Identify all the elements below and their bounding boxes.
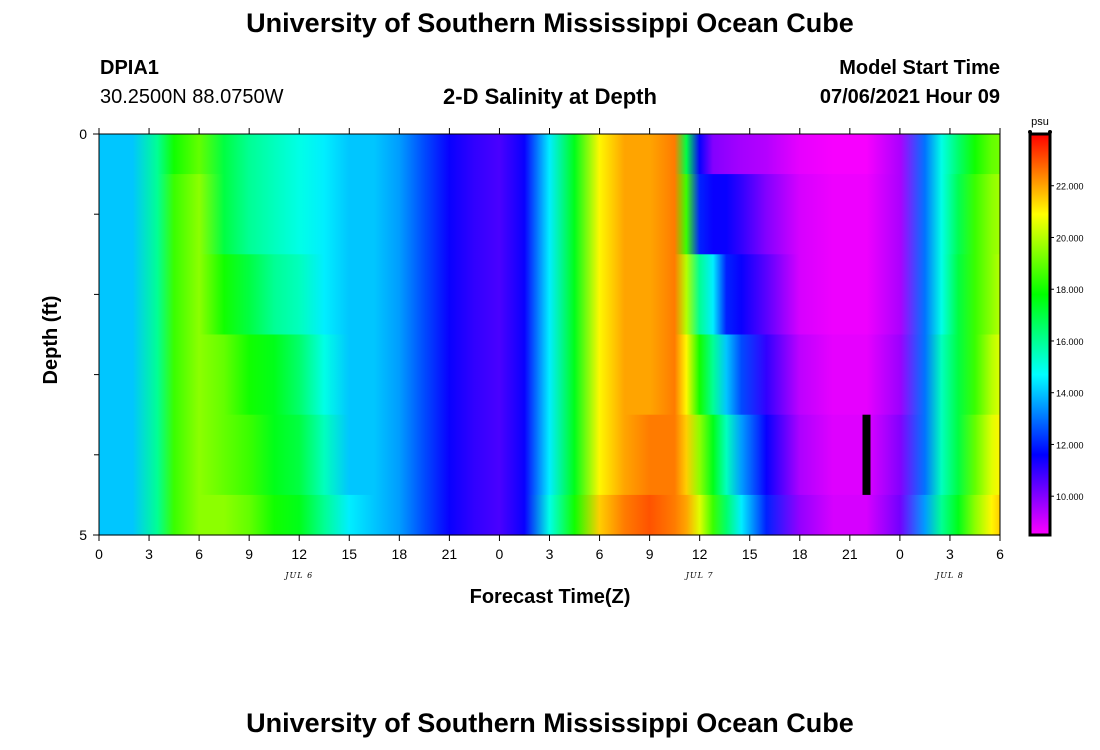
marker-bar — [862, 414, 871, 495]
station-id: DPIA1 — [100, 57, 159, 79]
colorbar-tick-label: 12.000 — [1056, 440, 1084, 450]
depth-layer-6 — [99, 494, 1000, 536]
depth-layer-5 — [99, 414, 1000, 496]
colorbar-unit: psu — [1031, 116, 1049, 128]
x-tick-label: 3 — [145, 546, 153, 562]
x-tick-label: 0 — [95, 546, 103, 562]
y-tick-label: 5 — [79, 527, 87, 543]
y-tick-label: 0 — [79, 126, 87, 142]
x-tick-label: 0 — [496, 546, 504, 562]
x-tick-label: 21 — [842, 546, 858, 562]
depth-layer-2 — [99, 174, 1000, 255]
depth-layer-4 — [99, 334, 1000, 416]
x-tick-label: 18 — [392, 546, 408, 562]
colorbar-group: psu 10.000 12.000 14.000 16.000 18.000 20.000 2… — [1028, 116, 1084, 537]
x-tick-label: 6 — [195, 546, 203, 562]
x-tick-label: 9 — [646, 546, 654, 562]
colorbar-tick-label: 14.000 — [1056, 389, 1084, 399]
model-start-time: 07/06/2021 Hour 09 — [819, 86, 1000, 108]
x-tick-label: 12 — [291, 546, 307, 562]
main-title: University of Southern Mississippi Ocean… — [246, 8, 854, 38]
day-label: JUL 6 — [283, 571, 313, 580]
plot-title: 2-D Salinity at Depth — [443, 84, 657, 109]
x-tick-label: 6 — [996, 546, 1004, 562]
x-tick-label: 15 — [341, 546, 357, 562]
depth-layer-1 — [99, 134, 1000, 175]
model-start-label: Model Start Time — [839, 57, 1000, 79]
depth-layer-3 — [99, 254, 1000, 336]
colorbar-tick-label: 18.000 — [1056, 285, 1084, 295]
day-label: JUL 8 — [934, 571, 964, 580]
day-label: JUL 7 — [684, 571, 714, 580]
colorbar-tick-label: 22.000 — [1056, 182, 1084, 192]
colorbar-scale — [1028, 132, 1052, 537]
colorbar-cap-right — [1048, 130, 1052, 134]
x-tick-label: 6 — [596, 546, 604, 562]
x-tick-label: 18 — [792, 546, 808, 562]
x-tick-label: 3 — [546, 546, 554, 562]
colorbar-tick-label: 10.000 — [1056, 492, 1084, 502]
x-tick-label: 9 — [245, 546, 253, 562]
colorbar-tick-label: 20.000 — [1056, 233, 1084, 243]
x-axis-title: Forecast Time(Z) — [469, 586, 631, 608]
plot-axes: 0 3 6 9 12 15 18 21 0 3 6 9 12 15 18 21 0 3 6 JUL 6 JUL 7 JUL… — [79, 126, 1004, 580]
marker-layer — [862, 414, 871, 495]
colorbar-tick-label: 16.000 — [1056, 337, 1084, 347]
x-tick-label: 15 — [742, 546, 758, 562]
x-tick-label: 3 — [946, 546, 954, 562]
station-coordinates: 30.2500N 88.0750W — [100, 86, 284, 108]
footer-title: University of Southern Mississippi Ocean… — [246, 708, 854, 738]
colorbar-cap-left — [1028, 130, 1032, 134]
x-tick-label: 0 — [896, 546, 904, 562]
x-tick-label: 21 — [442, 546, 458, 562]
heatmap-layers — [99, 134, 1000, 536]
x-tick-label: 12 — [692, 546, 708, 562]
